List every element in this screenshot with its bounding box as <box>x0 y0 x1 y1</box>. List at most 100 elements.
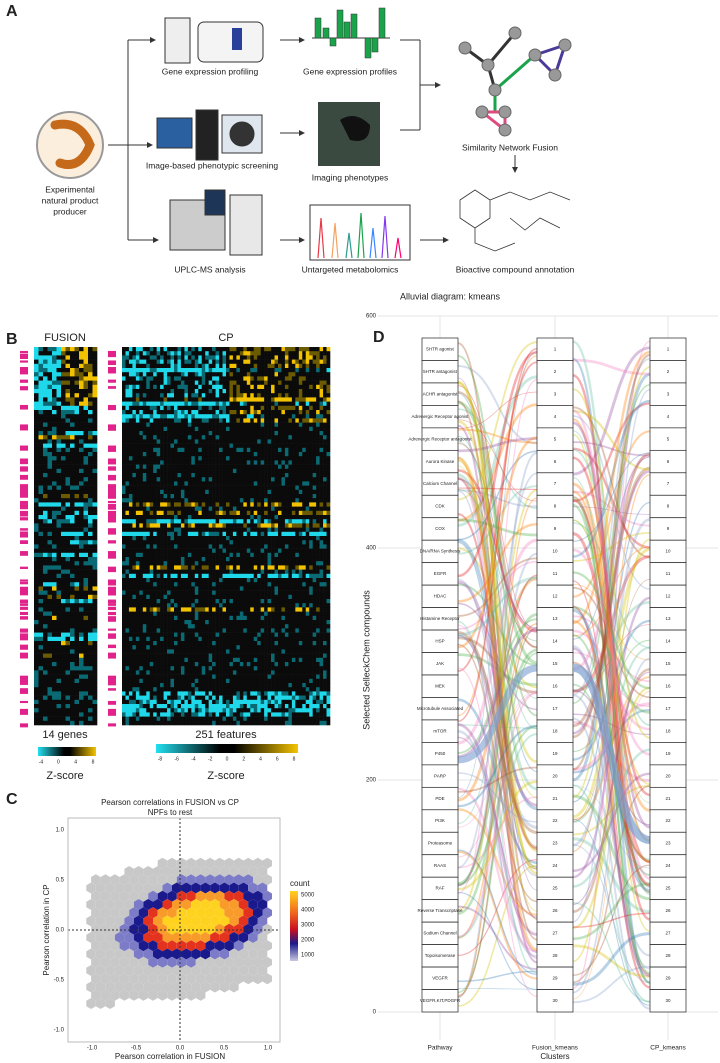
heatmap-cell <box>215 347 220 352</box>
heatmap-cell <box>229 557 234 562</box>
heatmap-cell <box>198 443 203 449</box>
heatmap-cell <box>167 439 171 444</box>
heatmap-cell <box>194 485 199 491</box>
heatmap-cell <box>70 477 75 482</box>
heatmap-cell <box>163 397 168 402</box>
heatmap-cell <box>92 389 98 394</box>
heatmap-cell <box>295 405 300 411</box>
heatmap-cell <box>302 460 307 465</box>
heatmap-cell <box>65 464 71 470</box>
heatmap-cell <box>229 447 234 453</box>
heatmap-cell <box>167 590 171 596</box>
heatmap-cell <box>243 603 248 608</box>
heatmap-cell <box>215 582 220 587</box>
heatmap-cell <box>153 477 157 482</box>
heatmap-cell <box>70 552 75 558</box>
heatmap-cell <box>212 594 216 600</box>
heatmap-cell <box>163 389 168 394</box>
heatmap-cell <box>70 565 75 570</box>
heatmap-cell <box>125 401 130 407</box>
heatmap-cell <box>139 594 144 600</box>
heatmap-cell <box>65 368 71 373</box>
heatmap-cell <box>146 586 151 591</box>
heatmap-cell <box>146 561 151 566</box>
heatmap-cell <box>187 452 192 457</box>
heatmap-cell <box>326 447 331 453</box>
heatmap-cell <box>88 351 93 356</box>
heatmap-cell <box>323 426 327 432</box>
heatmap-cell <box>180 397 185 402</box>
heatmap-cell <box>260 510 265 516</box>
heatmap-cell <box>271 586 275 591</box>
heatmap-cell <box>232 590 237 596</box>
heatmap-cell <box>125 548 130 554</box>
heatmap-cell <box>205 590 209 596</box>
heatmap-cell <box>153 372 157 377</box>
heatmap-cell <box>65 363 71 369</box>
heatmap-cell <box>205 561 209 566</box>
heatmap-cell <box>312 468 317 474</box>
heatmap-cell <box>74 452 80 457</box>
heatmap-cell <box>267 502 272 507</box>
heatmap-cell <box>305 452 310 457</box>
heatmap-cell <box>309 410 313 415</box>
heatmap-cell <box>43 519 48 524</box>
heatmap-cell <box>323 498 327 503</box>
heatmap-cell <box>281 603 286 608</box>
heatmap-cell <box>253 540 258 545</box>
heatmap-cell <box>284 586 289 591</box>
heatmap-cell <box>128 481 133 486</box>
heatmap-cell <box>250 586 255 591</box>
heatmap-cell <box>125 519 130 524</box>
heatmap-cell <box>215 506 220 512</box>
heatmap-cell <box>88 531 93 537</box>
heatmap-cell <box>267 590 272 596</box>
heatmap-cell <box>65 653 71 659</box>
heatmap-cell <box>122 431 126 436</box>
heatmap-cell <box>61 615 66 621</box>
heatmap-cell <box>264 363 268 369</box>
heatmap-cell <box>205 489 209 495</box>
heatmap-cell <box>288 540 293 545</box>
heatmap-cell <box>250 456 255 461</box>
heatmap-cell <box>88 376 93 381</box>
heatmap-cell <box>128 582 133 587</box>
heatmap-cell <box>323 557 327 562</box>
heatmap-cell <box>298 603 303 608</box>
heatmap-cell <box>79 691 84 696</box>
heatmap-cell <box>83 552 89 558</box>
heatmap-cell <box>215 397 220 402</box>
heatmap-cell <box>208 603 213 608</box>
heatmap-cell <box>323 384 327 390</box>
heatmap-cell <box>194 363 199 369</box>
heatmap-cell <box>201 384 206 390</box>
heatmap-cell <box>305 431 310 436</box>
heatmap-cell <box>246 351 251 356</box>
heatmap-cell <box>149 418 154 423</box>
heatmap-cell <box>74 536 80 541</box>
heatmap-cell <box>274 355 279 360</box>
heatmap-cell <box>83 347 89 352</box>
heatmap-cell <box>43 582 48 587</box>
heatmap-cell <box>208 452 213 457</box>
heatmap-cell <box>83 645 89 650</box>
heatmap-cell <box>267 531 272 537</box>
heatmap-cell <box>232 523 237 528</box>
heatmap-cell <box>305 523 310 528</box>
heatmap-cell <box>132 410 137 415</box>
heatmap-cell <box>122 422 126 428</box>
heatmap-cell <box>170 523 175 528</box>
heatmap-cell <box>264 494 268 499</box>
heatmap-cell <box>167 464 171 470</box>
heatmap-cell <box>309 384 313 390</box>
heatmap-cell <box>232 351 237 356</box>
heatmap-cell <box>302 477 307 482</box>
heatmap-cell <box>219 540 223 545</box>
heatmap-cell <box>229 452 234 457</box>
heatmap-cell <box>88 431 93 436</box>
heatmap-cell <box>222 456 227 461</box>
heatmap-cell <box>291 363 296 369</box>
heatmap-cell <box>146 502 151 507</box>
heatmap-cell <box>243 586 248 591</box>
heatmap-cell <box>160 456 164 461</box>
